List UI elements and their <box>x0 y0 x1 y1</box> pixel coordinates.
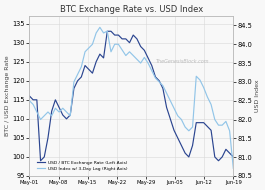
USD Index w/ 3-Day Lag (Right Axis) <box>232 167 235 170</box>
USD Index w/ 3-Day Lag (Right Axis) <box>98 26 101 28</box>
USD / BTC Exchange Rate (Left Axis) <box>232 156 235 158</box>
Title: BTC Exchange Rate vs. USD Index: BTC Exchange Rate vs. USD Index <box>60 5 203 14</box>
USD Index w/ 3-Day Lag (Right Axis) <box>147 62 150 64</box>
USD / BTC Exchange Rate (Left Axis) <box>109 30 113 32</box>
Y-axis label: USD Index: USD Index <box>255 80 260 112</box>
USD Index w/ 3-Day Lag (Right Axis) <box>158 81 161 83</box>
USD Index w/ 3-Day Lag (Right Axis) <box>106 30 109 32</box>
USD / BTC Exchange Rate (Left Axis) <box>106 30 109 32</box>
Legend: USD / BTC Exchange Rate (Left Axis), USD Index w/ 3-Day Lag (Right Axis): USD / BTC Exchange Rate (Left Axis), USD… <box>36 159 129 173</box>
USD / BTC Exchange Rate (Left Axis) <box>32 99 35 101</box>
USD / BTC Exchange Rate (Left Axis) <box>161 87 165 89</box>
USD / BTC Exchange Rate (Left Axis) <box>150 64 153 67</box>
Line: USD Index w/ 3-Day Lag (Right Axis): USD Index w/ 3-Day Lag (Right Axis) <box>29 27 233 169</box>
USD Index w/ 3-Day Lag (Right Axis) <box>28 100 31 102</box>
Line: USD / BTC Exchange Rate (Left Axis): USD / BTC Exchange Rate (Left Axis) <box>29 31 233 161</box>
Y-axis label: BTC / USD Exchange Rate: BTC / USD Exchange Rate <box>5 56 10 136</box>
USD / BTC Exchange Rate (Left Axis) <box>39 160 42 162</box>
USD / BTC Exchange Rate (Left Axis) <box>28 95 31 97</box>
USD / BTC Exchange Rate (Left Axis) <box>169 118 172 120</box>
USD Index w/ 3-Day Lag (Right Axis) <box>187 130 191 132</box>
USD Index w/ 3-Day Lag (Right Axis) <box>32 103 35 106</box>
USD Index w/ 3-Day Lag (Right Axis) <box>165 92 168 94</box>
USD / BTC Exchange Rate (Left Axis) <box>191 144 194 147</box>
Text: TheGenesisBlock.com: TheGenesisBlock.com <box>156 59 209 64</box>
